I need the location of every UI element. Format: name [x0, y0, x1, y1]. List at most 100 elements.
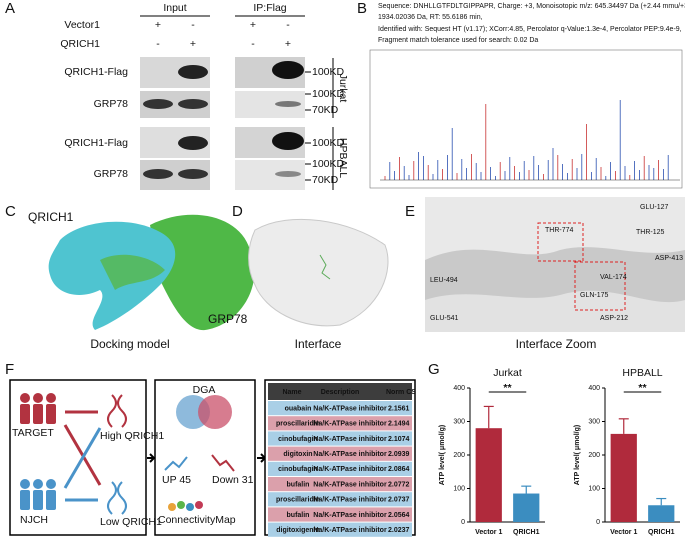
spectrum-frame [369, 49, 683, 189]
label: 100KD [312, 88, 345, 100]
down-trend-icon [211, 454, 235, 472]
label: GLU-127 [640, 204, 669, 211]
label: Sequence: DNHLLGTFDLTGIPPAPR, Charge: +3… [378, 3, 685, 10]
band [272, 132, 304, 150]
label: + [250, 19, 256, 31]
arrow [147, 453, 156, 463]
label: 300 [453, 418, 465, 425]
label: digitoxigenin [276, 527, 320, 534]
bar [513, 493, 540, 522]
label: Na/K-ATPase inhibitor [313, 451, 387, 458]
label: ATP level( μmol/g) [574, 425, 581, 485]
label: Vector1 [64, 19, 100, 31]
label: 100KD [312, 137, 345, 149]
person-icon [33, 490, 43, 510]
label: digitoxin [283, 451, 312, 458]
zoom-surface [425, 290, 685, 332]
label: Interface [295, 337, 342, 351]
up-trend-icon [164, 456, 188, 471]
label: QRICH1 [28, 210, 74, 224]
label: VAL-174 [600, 274, 627, 281]
person-icon [20, 404, 30, 424]
label: Down 31 [212, 474, 254, 486]
highlight-box [537, 222, 584, 262]
band [178, 169, 208, 179]
table-header [268, 383, 412, 400]
label: Identified with: Sequest HT (v1.17); XCo… [378, 26, 682, 33]
label: Low QRICH1 [100, 516, 162, 528]
label: Na/K-ATPase inhibitor [313, 466, 387, 473]
interface-residues [319, 254, 331, 280]
interface-surface [100, 254, 165, 290]
label: THR-125 [636, 229, 665, 236]
person-icon [20, 490, 30, 510]
table-row [268, 507, 412, 522]
person-icon [20, 479, 30, 489]
table-row [268, 522, 412, 537]
label: 100KD [312, 158, 345, 170]
label: Name [282, 389, 301, 396]
label: + [285, 38, 291, 50]
docking-model [48, 214, 255, 331]
label: ASP-413 [655, 255, 683, 262]
label: GRP78 [94, 168, 129, 180]
label: HPBALL [337, 138, 349, 178]
person-icon [46, 479, 56, 489]
label: D [232, 203, 243, 220]
label: Norm CS [386, 389, 416, 396]
label: C [5, 203, 16, 220]
label: - [286, 19, 290, 31]
table-row [268, 401, 412, 416]
logo-dot [177, 501, 185, 509]
table-row [268, 416, 412, 431]
label: 2.0564 [388, 512, 410, 519]
dna-icon [107, 481, 127, 515]
label: Na/K-ATPase inhibitor [313, 512, 387, 519]
label: UP 45 [162, 474, 191, 486]
label: proscillaridin [276, 421, 320, 428]
label: ConnectivityMap [158, 514, 236, 526]
people-icons [20, 393, 235, 515]
label: 2.0237 [388, 527, 410, 534]
label: DGA [193, 384, 216, 396]
bar [648, 505, 675, 522]
band [178, 99, 208, 109]
logo-dot [186, 503, 194, 511]
label: ATP level( μmol/g) [439, 425, 446, 485]
label: Input [163, 2, 186, 14]
label: Vector 1 [475, 529, 502, 536]
label: cinobufagin [278, 466, 318, 473]
label: NJCH [20, 514, 48, 526]
label: 200 [453, 452, 465, 459]
label: Na/K-ATPase inhibitor [313, 527, 387, 534]
label: 2.1074 [388, 436, 410, 443]
label: QRICH1 [513, 529, 540, 536]
label: A [5, 0, 15, 17]
label: 0 [461, 519, 465, 526]
label: Interface Zoom [516, 337, 597, 351]
label: Na/K-ATPase inhibitor [313, 481, 387, 488]
dna-icon [107, 394, 127, 428]
band [143, 169, 173, 179]
label: 2.1494 [388, 421, 410, 428]
spectrum [380, 100, 680, 181]
person-icon [33, 479, 43, 489]
band [143, 99, 173, 109]
label: QRICH1 [60, 38, 100, 50]
person-icon [20, 393, 30, 403]
label: 2.0772 [388, 481, 410, 488]
label: 0 [596, 519, 600, 526]
label: bufalin [287, 481, 310, 488]
label: IP:Flag [253, 2, 286, 14]
table-row [268, 461, 412, 476]
label: LEU-494 [430, 277, 458, 284]
label: Docking model [90, 337, 169, 351]
label: ouabain [285, 405, 312, 412]
table-row [268, 431, 412, 446]
label: GLU-541 [430, 315, 459, 322]
label: Na/K-ATPase inhibitor [313, 436, 387, 443]
band [178, 136, 208, 150]
label: - [191, 19, 195, 31]
label: 2.0939 [388, 451, 410, 458]
